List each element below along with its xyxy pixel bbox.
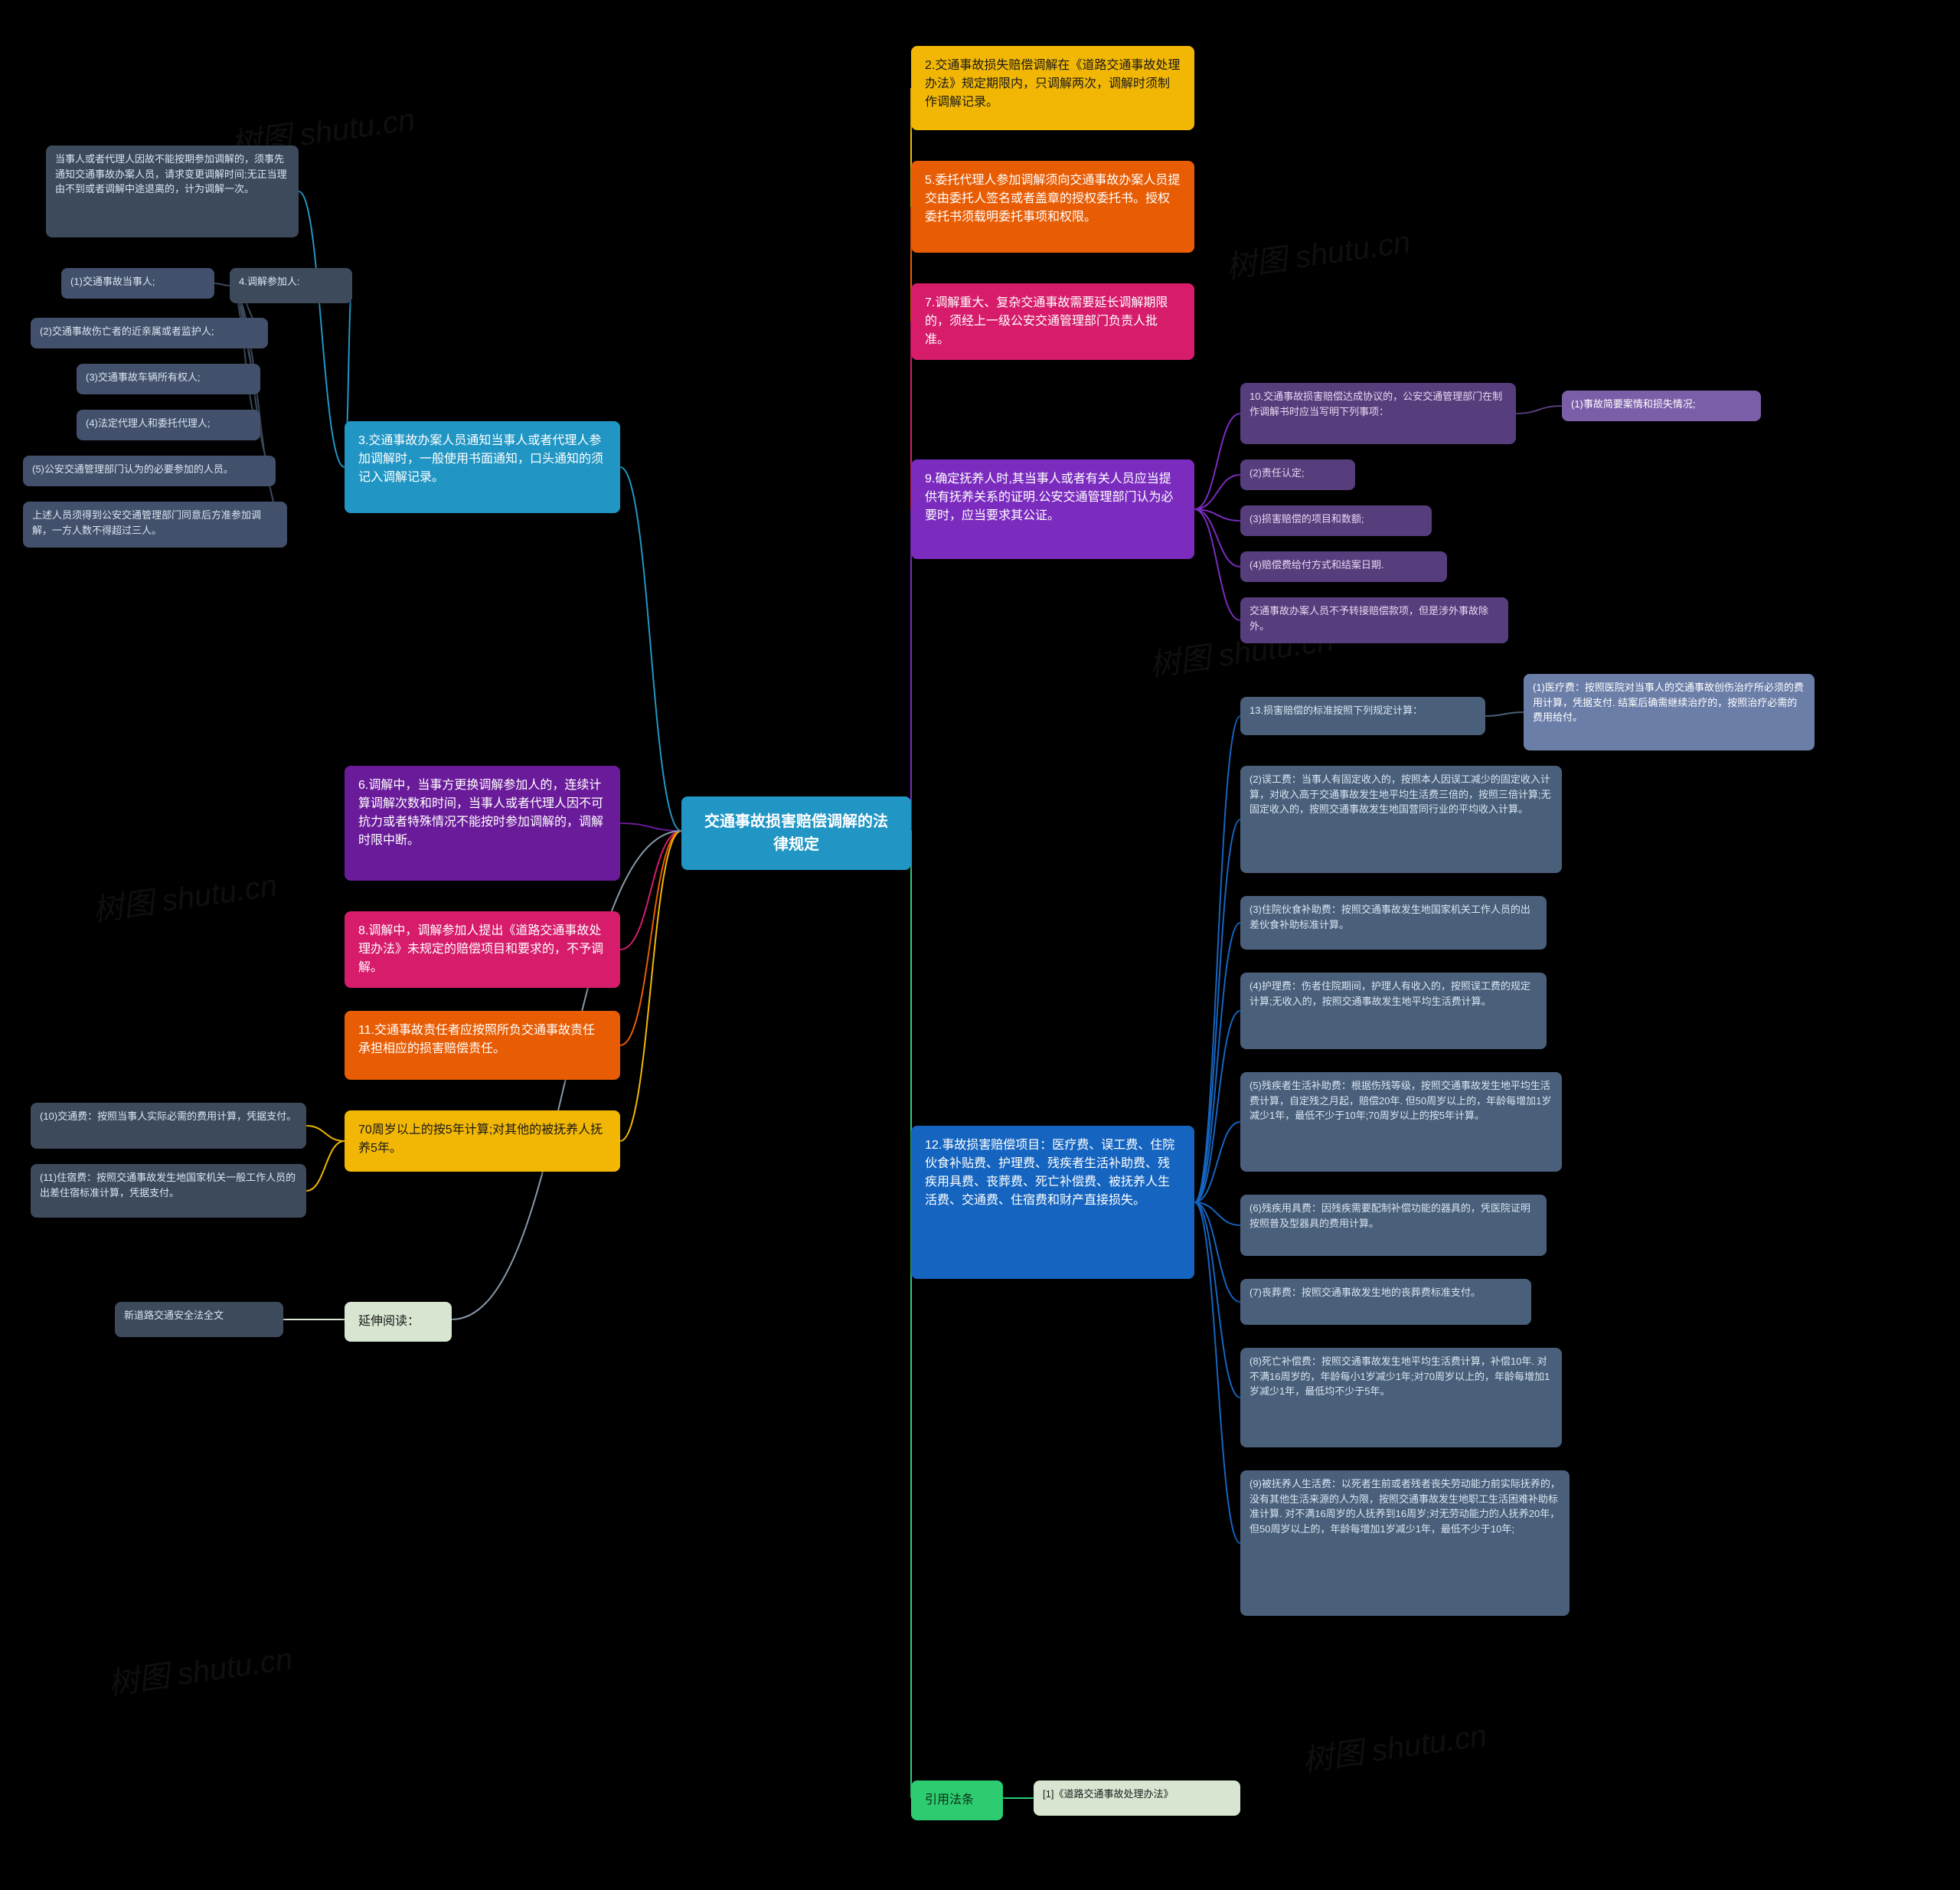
connector [1194, 1202, 1240, 1543]
connector [1194, 1011, 1240, 1202]
node-d12a1[interactable]: (1)医疗费：按照医院对当事人的交通事故创伤治疗所必须的费用计算，凭据支付. 结… [1524, 674, 1815, 750]
node-d12b[interactable]: (2)误工费：当事人有固定收入的，按照本人因误工减少的固定收入计算，对收入高于交… [1240, 766, 1562, 873]
node-c0[interactable]: 交通事故损害赔偿调解的法律规定 [681, 796, 911, 870]
connector [306, 1126, 345, 1141]
connector [1194, 1122, 1240, 1202]
node-d9c[interactable]: (3)损害赔偿的项目和数额; [1240, 505, 1432, 536]
node-d9a[interactable]: 10.交通事故损害赔偿达成协议的，公安交通管理部门在制作调解书时应当写明下列事项… [1240, 383, 1516, 444]
connector [620, 831, 681, 950]
node-d12h[interactable]: (8)死亡补偿费：按照交通事故发生地平均生活费计算，补偿10年. 对不满16周岁… [1240, 1348, 1562, 1447]
node-d3b1[interactable]: (1)交通事故当事人; [61, 268, 214, 299]
node-n11[interactable]: 11.交通事故责任者应按照所负交通事故责任承担相应的损害赔偿责任。 [345, 1011, 620, 1080]
connector [1194, 923, 1240, 1202]
connector [306, 1141, 345, 1191]
node-d3b5[interactable]: (5)公安交通管理部门认为的必要参加的人员。 [23, 456, 276, 486]
connector [1194, 509, 1240, 567]
connector [1194, 414, 1240, 509]
mindmap-canvas: 树图 shutu.cn 树图 shutu.cn 树图 shutu.cn 树图 shut… [0, 0, 1960, 1890]
node-d12g[interactable]: (7)丧葬费：按照交通事故发生地的丧葬费标准支付。 [1240, 1279, 1531, 1325]
node-d3b4[interactable]: (4)法定代理人和委托代理人; [77, 410, 260, 440]
connector [620, 823, 681, 831]
node-n70[interactable]: 70周岁以上的按5年计算;对其他的被抚养人抚养5年。 [345, 1110, 620, 1172]
connector [620, 831, 681, 1045]
node-d70a[interactable]: (10)交通费：按照当事人实际必需的费用计算，凭据支付。 [31, 1103, 306, 1149]
watermark: 树图 shutu.cn [1223, 217, 1413, 286]
connector [1194, 819, 1240, 1202]
node-d12d[interactable]: (4)护理费：伤者住院期间，护理人有收入的，按照误工费的规定计算;无收入的，按照… [1240, 973, 1547, 1049]
watermark: 树图 shutu.cn [90, 860, 279, 930]
node-n12[interactable]: 12.事故损害赔偿项目：医疗费、误工费、住院伙食补贴费、护理费、残疾者生活补助费… [911, 1126, 1194, 1279]
node-d12a[interactable]: 13.损害赔偿的标准按照下列规定计算： [1240, 697, 1485, 735]
node-d3a[interactable]: 当事人或者代理人因故不能按期参加调解的，须事先通知交通事故办案人员，请求变更调解… [46, 146, 299, 237]
node-dlaw1[interactable]: [1]《道路交通事故处理办法》 [1034, 1780, 1240, 1816]
node-d3b2[interactable]: (2)交通事故伤亡者的近亲属或者监护人; [31, 318, 268, 348]
connector [1194, 1202, 1240, 1225]
connector [620, 831, 681, 1141]
connector [214, 283, 230, 286]
node-n5[interactable]: 5.委托代理人参加调解须向交通事故办案人员提交由委托人签名或者盖章的授权委托书。… [911, 161, 1194, 253]
node-nlaw[interactable]: 引用法条 [911, 1780, 1003, 1820]
connector [620, 467, 681, 831]
connector [1516, 406, 1562, 414]
connector [1194, 509, 1240, 620]
node-n2[interactable]: 2.交通事故损失赔偿调解在《道路交通事故处理办法》规定期限内，只调解两次，调解时… [911, 46, 1194, 130]
connector [1194, 716, 1240, 1202]
node-d3b[interactable]: 4.调解参加人: [230, 268, 352, 303]
connector [1485, 712, 1524, 716]
node-d3b6[interactable]: 上述人员须得到公安交通管理部门同意后方准参加调解，一方人数不得超过三人。 [23, 502, 287, 548]
node-d9d[interactable]: (4)赔偿费给付方式和结案日期. [1240, 551, 1447, 582]
node-n7[interactable]: 7.调解重大、复杂交通事故需要延长调解期限的，须经上一级公安交通管理部门负责人批… [911, 283, 1194, 360]
node-d3b3[interactable]: (3)交通事故车辆所有权人; [77, 364, 260, 394]
node-dread1[interactable]: 新道路交通安全法全文 [115, 1302, 283, 1337]
node-n3[interactable]: 3.交通事故办案人员通知当事人或者代理人参加调解时，一般使用书面通知，口头通知的… [345, 421, 620, 513]
node-n6[interactable]: 6.调解中，当事方更换调解参加人的，连续计算调解次数和时间，当事人或者代理人因不… [345, 766, 620, 881]
node-d9a1[interactable]: (1)事故简要案情和损失情况; [1562, 391, 1761, 421]
node-d12e[interactable]: (5)残疾者生活补助费：根据伤残等级，按照交通事故发生地平均生活费计算，自定残之… [1240, 1072, 1562, 1172]
node-d9e[interactable]: 交通事故办案人员不予转接赔偿款项，但是涉外事故除外。 [1240, 597, 1508, 643]
node-d12c[interactable]: (3)住院伙食补助费：按照交通事故发生地国家机关工作人员的出差伙食补助标准计算。 [1240, 896, 1547, 950]
node-d12f[interactable]: (6)残疾用具费：因残疾需要配制补偿功能的器具的，凭医院证明按照普及型器具的费用… [1240, 1195, 1547, 1256]
connector [299, 191, 345, 467]
connector [1194, 475, 1240, 509]
node-d12i[interactable]: (9)被抚养人生活费：以死者生前或者残者丧失劳动能力前实际抚养的，没有其他生活来… [1240, 1470, 1570, 1616]
connector [230, 286, 260, 425]
node-d9b[interactable]: (2)责任认定; [1240, 459, 1355, 490]
watermark: 树图 shutu.cn [1299, 1710, 1489, 1780]
node-n9[interactable]: 9.确定抚养人时,其当事人或者有关人员应当提供有抚养关系的证明.公安交通管理部门… [911, 459, 1194, 559]
connector [1194, 1202, 1240, 1302]
connector [1194, 509, 1240, 521]
node-d70b[interactable]: (11)住宿费：按照交通事故发生地国家机关一般工作人员的出差住宿标准计算，凭据支… [31, 1164, 306, 1218]
watermark: 树图 shutu.cn [105, 1633, 295, 1703]
node-nread[interactable]: 延伸阅读： [345, 1302, 452, 1342]
node-n8[interactable]: 8.调解中，调解参加人提出《道路交通事故处理办法》未规定的赔偿项目和要求的，不予… [345, 911, 620, 988]
connector [1194, 1202, 1240, 1398]
